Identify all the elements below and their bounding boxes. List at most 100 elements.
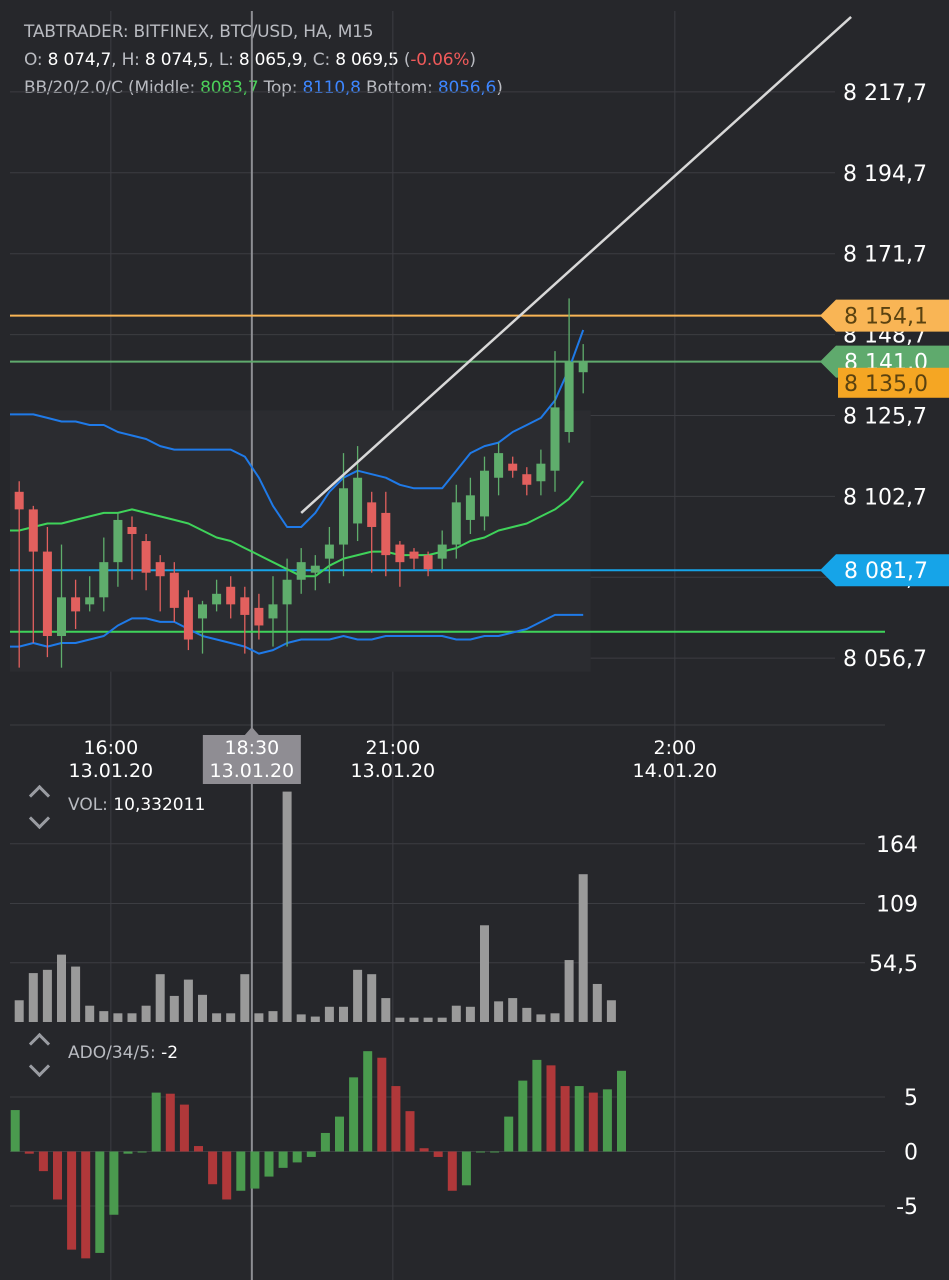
candle-body	[212, 593, 222, 605]
volume-axis-tick-label: 109	[876, 893, 918, 918]
candle-body	[268, 604, 278, 619]
volume-bar	[367, 974, 377, 1022]
bb-top-value: 8110,8	[302, 78, 361, 98]
volume-bar	[57, 954, 66, 1022]
volume-bar	[14, 1000, 24, 1022]
volume-bar	[198, 994, 207, 1022]
ado-current: -2	[161, 1043, 179, 1063]
chevron-down-icon[interactable]	[28, 807, 51, 830]
volume-bar	[113, 1013, 123, 1022]
ado-bar	[306, 1151, 316, 1157]
candle-body	[409, 551, 419, 559]
ado-axis-tick-label: 0	[904, 1141, 918, 1166]
volume-bar	[226, 1013, 236, 1022]
volume-bar	[508, 998, 518, 1022]
ado-bar	[335, 1116, 344, 1152]
candle-body	[550, 407, 560, 471]
ado-bar	[109, 1151, 119, 1215]
ado-bar	[461, 1151, 471, 1186]
time-axis-time-label: 21:00	[365, 737, 420, 759]
candle-body	[339, 488, 348, 545]
bb-close: )	[496, 78, 503, 98]
price-tag-current-text: 8 135,0	[844, 372, 928, 397]
candle-body	[296, 562, 306, 580]
ado-bar	[405, 1111, 415, 1152]
volume-bar	[578, 874, 588, 1022]
ado-bar	[95, 1151, 105, 1253]
ado-bar	[476, 1151, 485, 1153]
bb-middle-label: Middle:	[134, 78, 201, 98]
volume-axis-tick-label: 164	[876, 833, 918, 858]
candle-body	[465, 495, 475, 520]
chevron-up-icon[interactable]	[28, 1032, 51, 1055]
ado-bar	[278, 1151, 288, 1168]
ado-bar	[250, 1151, 260, 1189]
volume-bar	[240, 974, 250, 1022]
bb-bottom-value: 8056,6	[437, 78, 497, 98]
candle-body	[85, 597, 95, 605]
volume-indicator-label: VOL: 10,332011	[68, 795, 205, 815]
volume-bar	[437, 1017, 447, 1022]
price-tag-orange-shape	[820, 299, 949, 332]
ado-bar	[574, 1086, 584, 1152]
ado-bar	[10, 1110, 20, 1152]
ado-indicator-label: ADO/34/5: -2	[68, 1043, 178, 1063]
chart-title: TABTRADER: BITFINEX, BTC/USD, HA, M15	[24, 22, 374, 42]
candle-body	[183, 597, 193, 640]
ado-bar	[222, 1151, 232, 1200]
open-label: O:	[24, 50, 43, 70]
ado-bar	[560, 1086, 570, 1152]
candle-body	[494, 453, 504, 478]
price-axis-tick-label: 8 125,7	[843, 404, 927, 429]
ado-bar	[433, 1151, 443, 1157]
ado-name: ADO/34/5:	[68, 1043, 162, 1063]
volume-bar	[480, 925, 489, 1022]
volume-bar	[183, 979, 193, 1022]
candle-body	[113, 519, 123, 563]
volume-bar	[169, 995, 179, 1022]
ado-bar	[236, 1151, 246, 1191]
ado-bar	[208, 1151, 218, 1185]
chevron-down-icon[interactable]	[28, 1055, 51, 1078]
candle-body	[42, 551, 52, 637]
time-axis-date-label: 13.01.20	[351, 760, 436, 782]
crosshair-time-label: 18:30	[224, 737, 279, 759]
candle-body	[28, 509, 38, 552]
candle-body	[169, 572, 179, 608]
price-tag-orange-text: 8 154,1	[844, 305, 928, 330]
ado-bar	[179, 1104, 189, 1152]
volume-bar	[99, 1011, 109, 1022]
volume-bar	[268, 1011, 278, 1022]
price-tag-blue-text: 8 081,7	[844, 559, 928, 584]
candle-body	[226, 586, 236, 605]
change-percent: -0.06%	[410, 50, 470, 70]
candle-body	[367, 502, 377, 527]
candle-body	[324, 544, 334, 559]
volume-bar	[536, 1014, 546, 1022]
ado-pane-resize-control[interactable]	[28, 1030, 51, 1078]
candle-body	[57, 597, 66, 637]
candle-body	[198, 604, 207, 619]
low-value: 8 065,9	[238, 50, 303, 70]
volume-bar	[353, 969, 363, 1022]
price-axis-tick-label: 8 056,7	[843, 647, 927, 672]
ado-bar	[38, 1151, 48, 1172]
volume-bar	[451, 1005, 461, 1022]
ado-bar	[546, 1065, 556, 1152]
ado-bar	[151, 1092, 161, 1152]
volume-pane-resize-control[interactable]	[28, 782, 51, 830]
candle-body	[254, 607, 264, 626]
chevron-up-icon[interactable]	[28, 784, 51, 807]
volume-bar	[28, 973, 38, 1022]
price-tag-blue: 8 081,7	[820, 554, 949, 587]
volume-bar	[494, 1001, 504, 1022]
candle-body	[578, 361, 588, 373]
volume-bar	[423, 1017, 433, 1022]
bollinger-middle-line	[10, 480, 584, 578]
ado-bar	[391, 1086, 401, 1152]
close-label: C:	[312, 50, 330, 70]
volume-bar	[212, 1013, 222, 1022]
ado-bar	[518, 1080, 528, 1152]
time-axis-time-label: 16:00	[83, 737, 138, 759]
